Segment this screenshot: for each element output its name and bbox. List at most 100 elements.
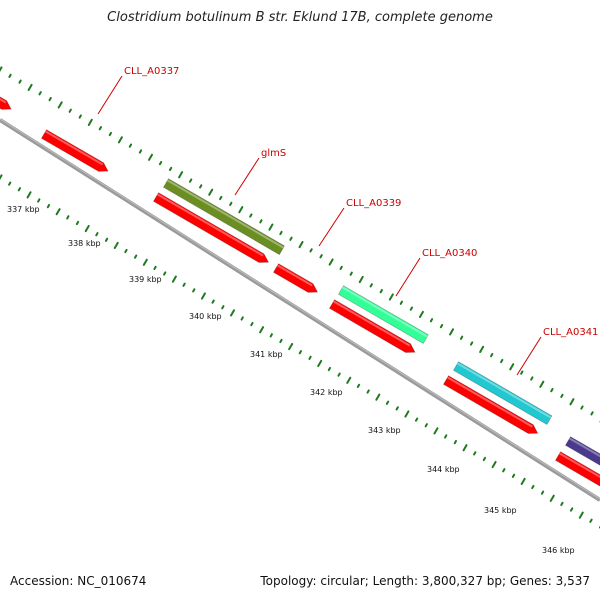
inner-ruler-tick <box>269 333 273 338</box>
outer-ruler-tick <box>328 258 334 266</box>
inner-ruler-tick <box>200 292 206 300</box>
outer-ruler-tick <box>108 131 113 137</box>
outer-ruler-tick <box>27 83 33 92</box>
inner-ruler-ring <box>0 174 600 529</box>
inner-ruler-tick <box>124 248 128 254</box>
outer-ruler-tick <box>189 178 193 183</box>
inner-ruler-tick <box>104 237 109 242</box>
outer-ruler-tick <box>259 219 263 224</box>
inner-ruler-tick <box>17 187 22 192</box>
outer-ruler-tick <box>128 143 133 148</box>
outer-ruler-tick <box>560 393 564 399</box>
gene-label-group: CLL_A0337 glmS CLL_A0339 CLL_A0340 CLL_A… <box>124 66 598 338</box>
outer-ruler-tick <box>158 160 163 166</box>
outer-ruler-tick <box>117 136 123 144</box>
outer-ruler-tick <box>219 195 223 201</box>
label-line-CLL_A0341 <box>516 336 542 376</box>
inner-ruler-tick <box>230 309 236 317</box>
inner-ruler-tick <box>37 198 41 203</box>
cds-arrow-CLL_A0337-highlight <box>45 130 104 166</box>
gene-label-CLL_A0339: CLL_A0339 <box>346 198 401 209</box>
outer-ruler-tick <box>238 206 244 214</box>
outer-ruler-tick <box>388 293 394 301</box>
outer-ruler-tick <box>550 387 554 393</box>
outer-ruler-tick <box>168 166 173 172</box>
outer-ruler-tick <box>57 101 63 109</box>
cds-features <box>0 96 600 487</box>
outer-ruler-tick <box>590 411 594 416</box>
inner-ruler-tick <box>589 518 593 523</box>
gene-bar-glmS <box>162 178 285 256</box>
outer-ruler-tick <box>68 108 72 113</box>
inner-ruler-tick <box>279 338 283 344</box>
label-lines <box>97 75 542 376</box>
gene-label-glmS: glmS <box>261 148 286 159</box>
outer-ruler-tick <box>199 184 203 189</box>
outer-ruler-tick <box>18 79 22 84</box>
inner-ruler-tick <box>153 265 157 271</box>
outer-ruler-tick <box>580 405 584 410</box>
ruler-label-337: 337 kbp <box>7 205 40 214</box>
gene-bar-glmS-highlight <box>167 179 284 249</box>
gene-bar-CLL_A0341 <box>452 361 553 426</box>
cds-arrow-CLL_A0341-highlight <box>447 376 533 428</box>
label-line-CLL_A0337 <box>97 75 123 115</box>
gene-bar-CLL_A0340 <box>337 285 429 345</box>
ruler-label-339: 339 kbp <box>129 275 162 284</box>
outer-ruler-tick <box>87 118 93 126</box>
outer-ruler-tick <box>0 66 3 72</box>
ruler-label-344: 344 kbp <box>427 465 460 474</box>
inner-ruler-tick <box>240 316 244 321</box>
inner-ruler-tick <box>549 494 555 502</box>
inner-ruler-tick <box>375 393 381 401</box>
inner-ruler-tick <box>182 282 186 287</box>
cds-arrow-CLL_A0341 <box>442 375 539 434</box>
inner-ruler-tick <box>221 305 225 310</box>
outer-ruler-tick <box>138 149 143 154</box>
inner-ruler-tick <box>578 511 584 519</box>
inner-ruler-tick <box>424 423 428 428</box>
inner-ruler-tick <box>531 484 535 490</box>
inner-ruler-tick <box>211 299 215 304</box>
outer-ruler-tick <box>379 289 383 294</box>
inner-ruler-tick <box>346 376 352 384</box>
gene-label-CLL_A0340: CLL_A0340 <box>422 248 477 259</box>
outer-ruler-tick <box>358 275 364 284</box>
outer-ruler-tick <box>98 126 102 131</box>
inner-ruler-tick <box>0 174 3 180</box>
outer-ruler-tick <box>418 310 424 319</box>
topology-text: Topology: circular; Length: 3,800,327 bp… <box>260 574 590 588</box>
ruler-label-340: 340 kbp <box>189 312 222 321</box>
inner-ruler-tick <box>308 355 312 360</box>
ruler-label-343: 343 kbp <box>368 426 401 435</box>
outer-ruler-tick <box>229 201 233 206</box>
inner-ruler-tick <box>337 372 341 377</box>
outer-ruler-tick <box>539 380 545 388</box>
outer-ruler-tick <box>249 213 253 218</box>
inner-ruler-tick <box>250 321 254 327</box>
ruler-label-338: 338 kbp <box>68 239 101 248</box>
outer-ruler-tick <box>409 306 414 311</box>
inner-ruler-tick <box>511 473 516 478</box>
inner-ruler-tick <box>113 241 119 250</box>
cds-arrow-prev-highlight <box>0 97 7 104</box>
gene-bar-CLL_A0340-highlight <box>342 286 428 338</box>
outer-ruler-tick <box>500 358 504 364</box>
outer-ruler-tick <box>520 370 524 375</box>
cds-arrow-next-highlight <box>559 452 600 479</box>
inner-ruler-tick <box>482 456 487 462</box>
inner-ruler-tick <box>66 215 70 220</box>
inner-ruler-tick <box>473 451 477 456</box>
outer-ruler-tick <box>289 236 293 241</box>
inner-ruler-tick <box>569 507 574 512</box>
inner-ruler-tick <box>560 501 564 507</box>
ruler-label-342: 342 kbp <box>310 388 343 397</box>
outer-ruler-tick <box>268 223 274 231</box>
gene-bar-CLL_A0341-highlight <box>457 362 552 419</box>
outer-ruler-tick <box>439 323 444 329</box>
inner-ruler-tick <box>453 439 458 445</box>
gene-bar-next <box>564 436 600 466</box>
outer-ruler-tick <box>469 341 474 346</box>
gene-label-CLL_A0337: CLL_A0337 <box>124 66 179 77</box>
cds-arrow-CLL_A0339-highlight <box>277 264 313 287</box>
